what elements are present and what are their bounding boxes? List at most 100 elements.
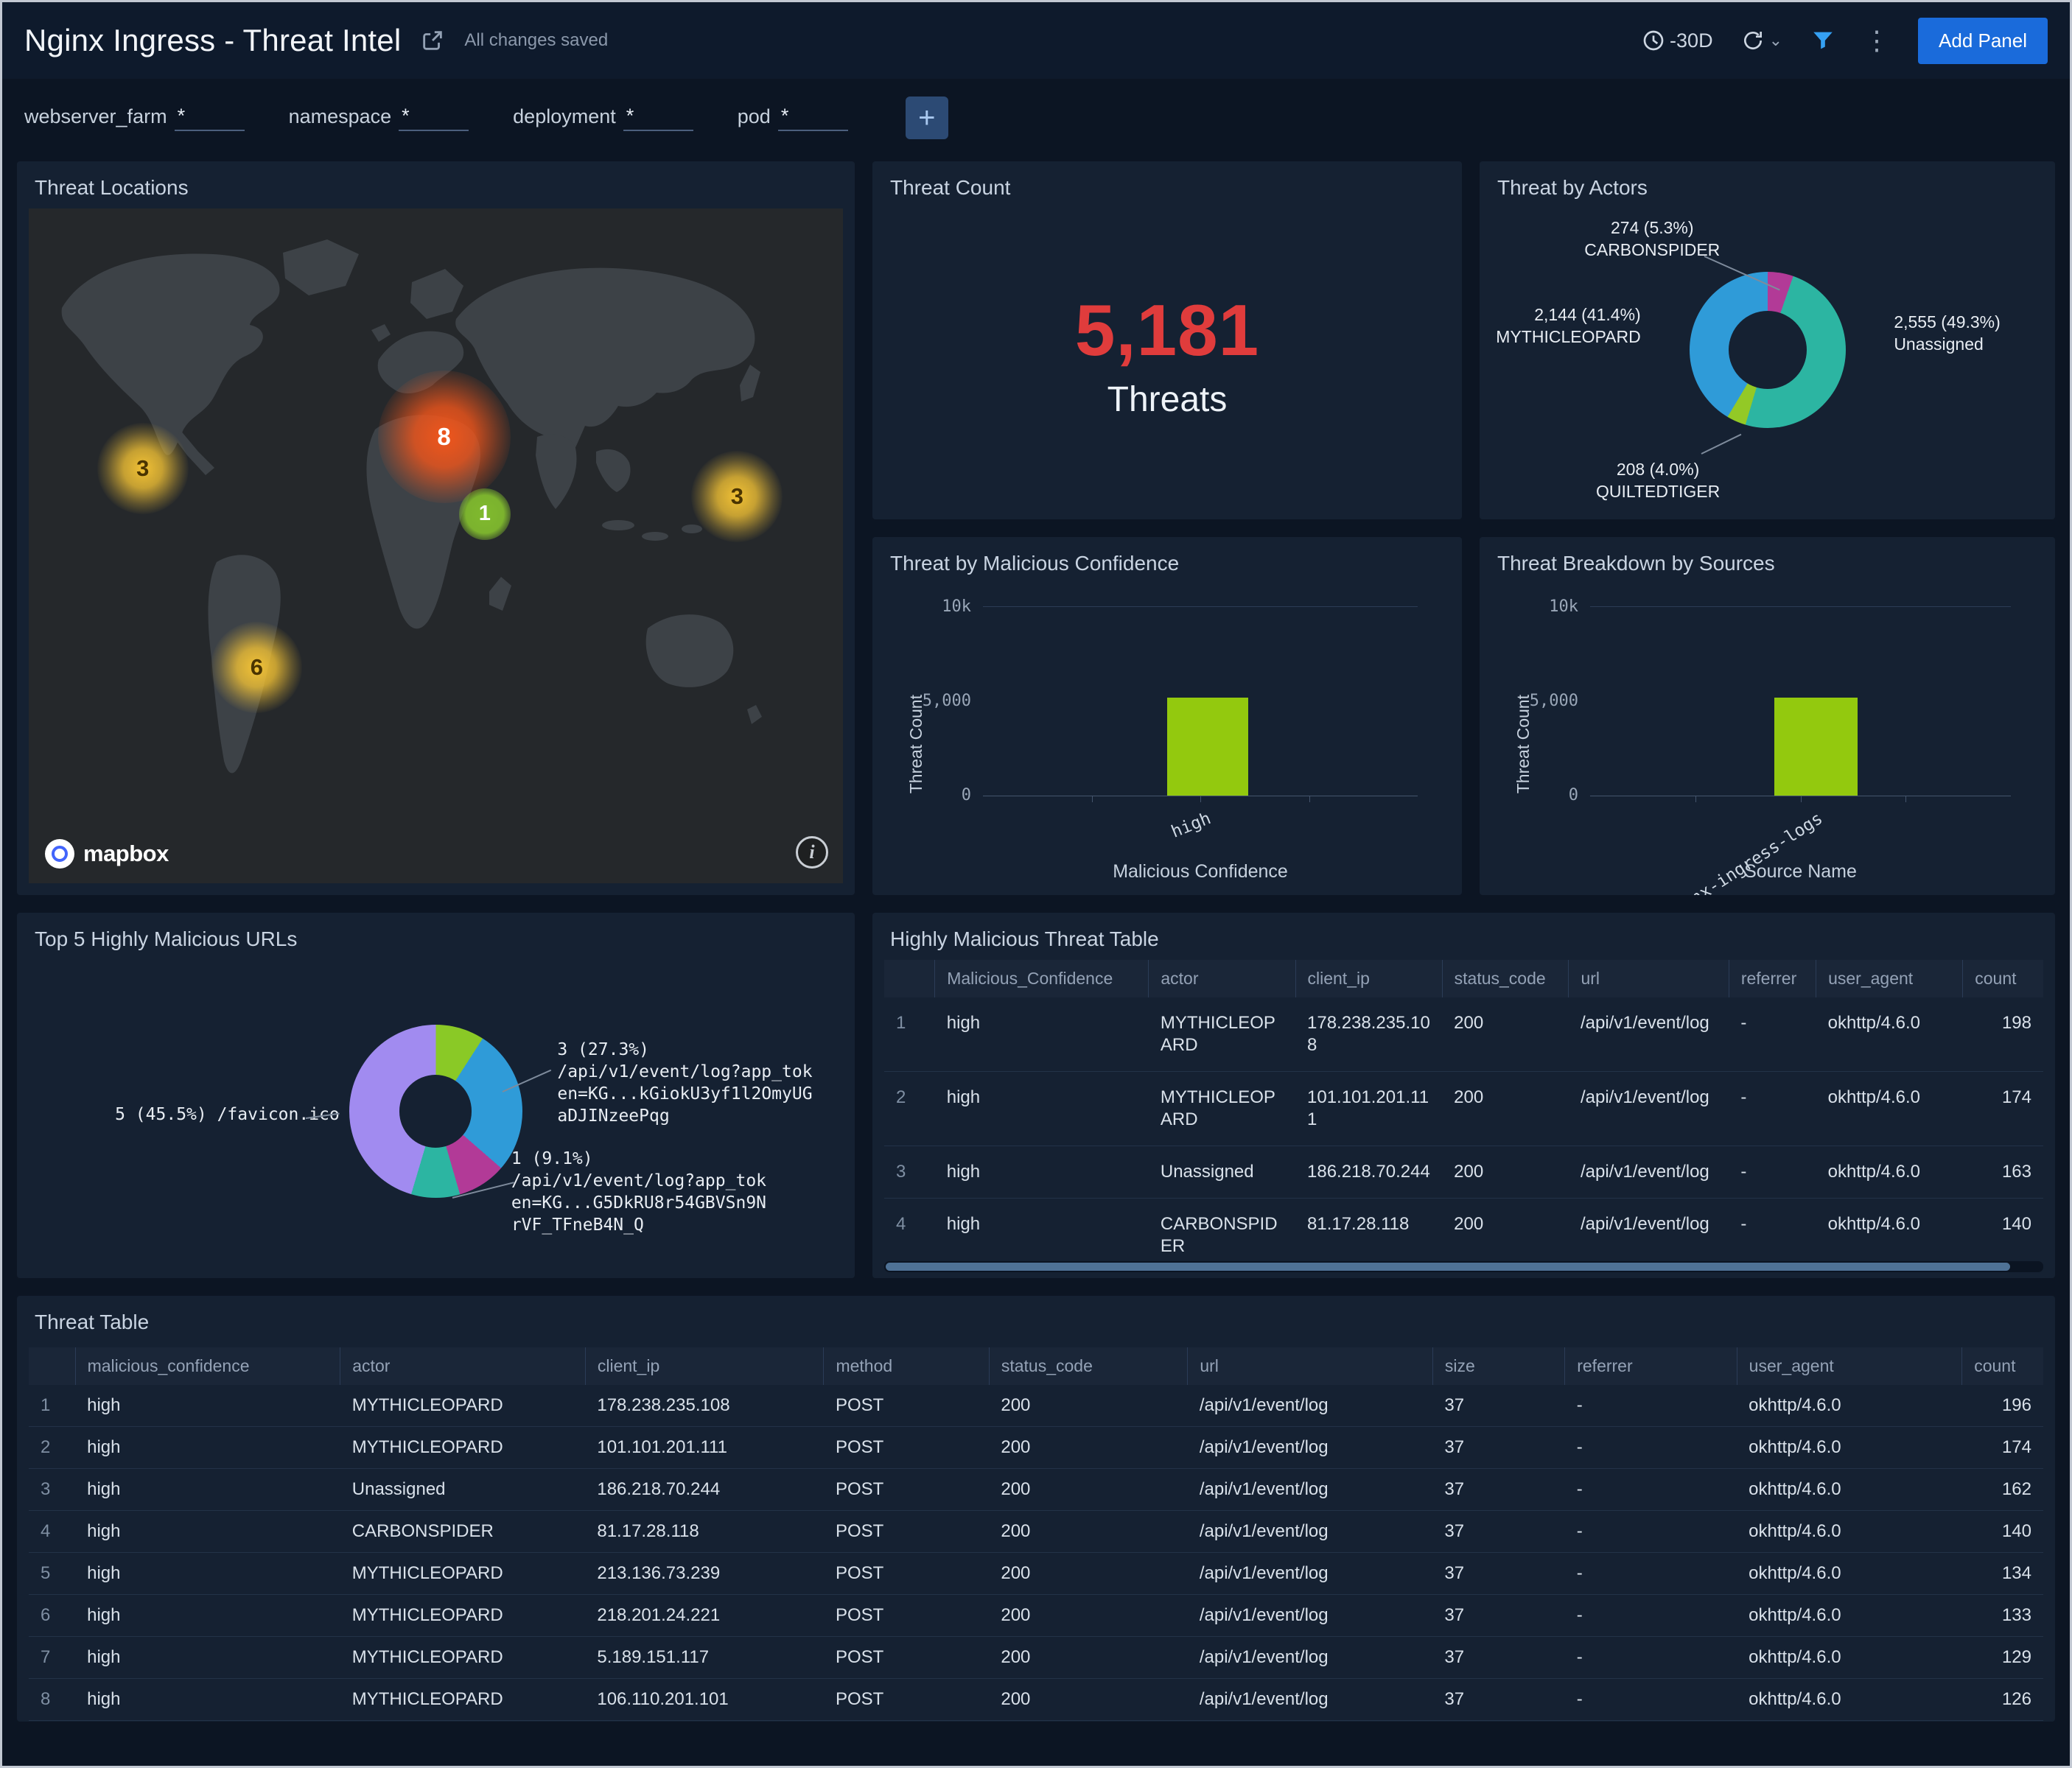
column-header[interactable]: Malicious_Confidence <box>934 960 1149 997</box>
column-header[interactable]: status_code <box>988 1347 1188 1385</box>
filter-label: webserver_farm <box>24 105 167 127</box>
kebab-menu-icon[interactable]: ⋮ <box>1863 25 1891 55</box>
actors-donut-chart[interactable] <box>1689 272 1846 428</box>
map-marker-middle-east[interactable]: 1 <box>458 488 511 540</box>
column-header[interactable]: size <box>1432 1347 1565 1385</box>
filter-input[interactable]: * <box>623 105 693 131</box>
horizontal-scrollbar[interactable] <box>884 1261 2043 1272</box>
column-header[interactable]: client_ip <box>584 1347 824 1385</box>
column-header[interactable]: user_agent <box>1736 1347 1962 1385</box>
filter-input[interactable]: * <box>174 105 245 131</box>
table-row[interactable]: 6 high MYTHICLEOPARD 218.201.24.221 POST… <box>29 1594 2043 1637</box>
refresh-control[interactable]: ⌄ <box>1741 29 1782 52</box>
mapbox-logo[interactable]: mapbox <box>45 839 169 869</box>
column-header[interactable]: malicious_confidence <box>74 1347 340 1385</box>
column-header[interactable]: status_code <box>1441 960 1569 997</box>
table-row[interactable]: 7 high MYTHICLEOPARD 5.189.151.117 POST … <box>29 1636 2043 1679</box>
filter-input[interactable]: * <box>399 105 469 131</box>
filter-icon[interactable] <box>1810 28 1835 53</box>
cell-count: 126 <box>1961 1678 2043 1721</box>
cell-referrer: - <box>1564 1552 1737 1595</box>
urls-donut-chart[interactable] <box>349 1025 522 1198</box>
table-row[interactable]: 3 high Unassigned 186.218.70.244 200 /ap… <box>884 1146 2043 1199</box>
cell-size: 37 <box>1432 1510 1565 1553</box>
table-row[interactable]: 4 high CARBONSPIDER 81.17.28.118 200 /ap… <box>884 1198 2043 1256</box>
pie-label-url-27pct: 3 (27.3%) /api/v1/event/log?app_token=KG… <box>557 1040 813 1126</box>
cell-url: /api/v1/event/log <box>1568 997 1729 1072</box>
table-row[interactable]: 2 high MYTHICLEOPARD 101.101.201.111 POS… <box>29 1426 2043 1469</box>
table-row[interactable]: 1 high MYTHICLEOPARD 178.238.235.108 200… <box>884 997 2043 1072</box>
cell-status-code: 200 <box>989 1426 1188 1469</box>
map-marker-south-america[interactable]: 6 <box>211 621 303 713</box>
cell-user-agent: okhttp/4.6.0 <box>1737 1426 1962 1469</box>
cell-client-ip: 81.17.28.118 <box>585 1510 824 1553</box>
column-header[interactable]: client_ip <box>1295 960 1443 997</box>
cell-user-agent: okhttp/4.6.0 <box>1737 1510 1962 1553</box>
cell-size: 37 <box>1432 1552 1565 1595</box>
filter-item: webserver_farm * <box>24 105 245 131</box>
filter-input[interactable]: * <box>777 105 848 131</box>
info-icon[interactable]: i <box>796 836 828 869</box>
x-axis-label: Malicious Confidence <box>1113 861 1288 882</box>
table-row[interactable]: 3 high Unassigned 186.218.70.244 POST 20… <box>29 1468 2043 1511</box>
table-row[interactable]: 5 high MYTHICLEOPARD 213.136.73.239 POST… <box>29 1552 2043 1595</box>
share-icon[interactable] <box>420 28 445 53</box>
column-header[interactable]: count <box>1962 960 2043 997</box>
cell-referrer: - <box>1729 1071 1816 1146</box>
filter-item: pod * <box>738 105 848 131</box>
cell-user-agent: okhttp/4.6.0 <box>1816 1198 1963 1256</box>
cell-method: POST <box>823 1426 990 1469</box>
column-header-index <box>884 960 935 997</box>
callout-line <box>1701 433 1742 455</box>
cell-url: /api/v1/event/log <box>1187 1552 1433 1595</box>
table-row[interactable]: 4 high CARBONSPIDER 81.17.28.118 POST 20… <box>29 1510 2043 1553</box>
cell-count: 174 <box>1961 1426 2043 1469</box>
column-header[interactable]: count <box>1961 1347 2043 1385</box>
column-header[interactable]: actor <box>340 1347 586 1385</box>
time-range-selector[interactable]: -30D <box>1642 29 1713 52</box>
bar-nginx-ingress-logs[interactable] <box>1774 698 1858 796</box>
bar-high[interactable] <box>1167 698 1249 796</box>
cell-referrer: - <box>1564 1385 1737 1427</box>
cell-referrer: - <box>1564 1468 1737 1511</box>
cell-malicious-confidence: high <box>934 1198 1149 1256</box>
cell-malicious-confidence: high <box>75 1510 340 1553</box>
y-tick: 10k <box>942 597 971 616</box>
cell-user-agent: okhttp/4.6.0 <box>1737 1636 1962 1679</box>
column-header[interactable]: referrer <box>1728 960 1816 997</box>
column-header[interactable]: user_agent <box>1816 960 1963 997</box>
cell-referrer: - <box>1564 1510 1737 1553</box>
pie-label-unassigned: 2,555 (49.3%) Unassigned <box>1894 312 2001 354</box>
column-header[interactable]: url <box>1187 1347 1433 1385</box>
column-header[interactable]: url <box>1568 960 1729 997</box>
cell-status-code: 200 <box>1442 1146 1569 1199</box>
add-filter-button[interactable]: + <box>905 97 948 139</box>
cell-method: POST <box>823 1552 990 1595</box>
map-marker-east-asia[interactable]: 3 <box>691 451 783 543</box>
map-marker-north-america[interactable]: 3 <box>97 422 189 514</box>
cell-count: 140 <box>1962 1198 2043 1256</box>
panel-threat-locations: Threat Locations <box>17 161 855 895</box>
filter-label: pod <box>737 105 771 127</box>
table-row[interactable]: 2 high MYTHICLEOPARD 101.101.201.111 200… <box>884 1071 2043 1146</box>
table-row[interactable]: 8 high MYTHICLEOPARD 106.110.201.101 POS… <box>29 1678 2043 1721</box>
scrollbar-thumb[interactable] <box>886 1263 2010 1271</box>
cell-method: POST <box>823 1468 990 1511</box>
bar-chart-sources: Threat Count 10k 5,000 0 nginx-ingress-l… <box>1480 584 2055 895</box>
cell-size: 37 <box>1432 1385 1565 1427</box>
world-map[interactable]: 3 8 1 3 6 mapbox i <box>29 208 843 883</box>
cell-url: /api/v1/event/log <box>1568 1071 1729 1146</box>
map-marker-europe[interactable]: 8 <box>377 370 511 503</box>
cell-malicious-confidence: high <box>75 1678 340 1721</box>
cell-count: 134 <box>1961 1552 2043 1595</box>
cell-row-number: 3 <box>884 1146 935 1199</box>
cell-malicious-confidence: high <box>934 1146 1149 1199</box>
pie-label-quiltedtiger: 208 (4.0%) QUILTEDTIGER <box>1595 460 1721 501</box>
table-row[interactable]: 1 high MYTHICLEOPARD 178.238.235.108 POS… <box>29 1385 2043 1427</box>
column-header[interactable]: referrer <box>1564 1347 1737 1385</box>
column-header[interactable]: actor <box>1148 960 1295 997</box>
cell-malicious-confidence: high <box>75 1385 340 1427</box>
add-panel-button[interactable]: Add Panel <box>1918 17 2048 64</box>
cell-method: POST <box>823 1594 990 1637</box>
column-header[interactable]: method <box>823 1347 990 1385</box>
